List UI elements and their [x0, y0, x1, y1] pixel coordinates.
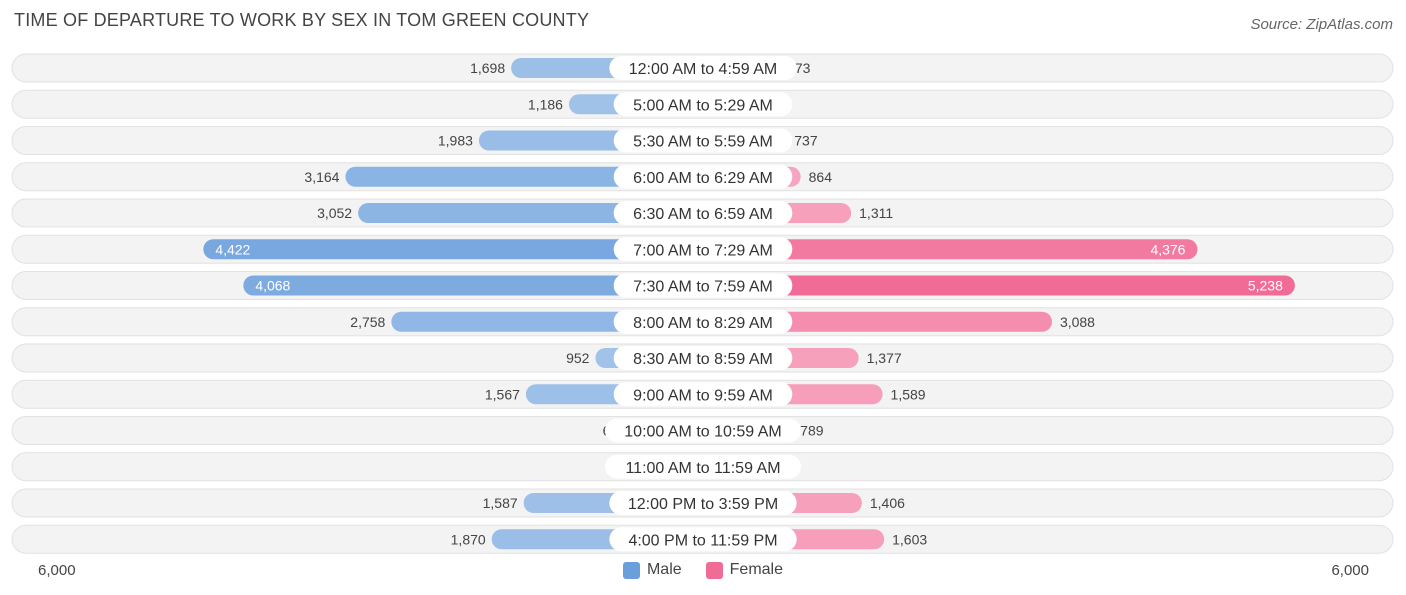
- category-pill: [613, 237, 793, 262]
- category-label: 8:30 AM to 8:59 AM: [633, 351, 773, 368]
- category-label: 8:00 AM to 8:29 AM: [633, 315, 773, 332]
- legend-swatch-male: [622, 561, 640, 579]
- value-label-male: 2,758: [350, 314, 385, 330]
- value-label-female: 789: [800, 423, 824, 439]
- category-pill: [613, 128, 793, 153]
- category-label: 10:00 AM to 10:59 AM: [624, 424, 781, 441]
- chart-row: 3,164 864 6:00 AM to 6:29 AM: [11, 162, 1394, 192]
- legend-label-male: Male: [646, 561, 682, 578]
- chart-row: 2,758 3,088 8:00 AM to 8:29 AM: [11, 307, 1394, 337]
- category-label: 12:00 PM to 3:59 PM: [628, 496, 778, 513]
- bar-male: [345, 166, 703, 187]
- category-label: 6:00 AM to 6:29 AM: [633, 170, 773, 187]
- axis-label-left: 6,000: [38, 562, 76, 579]
- chart-row: 1,567 1,589 9:00 AM to 9:59 AM: [11, 379, 1394, 409]
- axis-label-right: 6,000: [1331, 562, 1369, 579]
- category-pill: [613, 382, 793, 407]
- chart-title: TIME OF DEPARTURE TO WORK BY SEX IN TOM …: [14, 10, 590, 30]
- legend-label-female: Female: [729, 561, 784, 578]
- chart-row: 3,052 1,311 6:30 AM to 6:59 AM: [11, 198, 1394, 228]
- chart-row: 52036111:00 AM to 11:59 AM: [11, 452, 1394, 482]
- value-label-female: 737: [794, 133, 818, 149]
- value-label-female: 1,311: [859, 205, 893, 221]
- value-label-male: 3,164: [304, 169, 339, 185]
- value-label-female: 1,589: [891, 386, 926, 402]
- category-pill: [613, 92, 793, 117]
- legend-swatch-female: [705, 561, 723, 579]
- chart-row: 4,422 4,376 7:00 AM to 7:29 AM: [11, 234, 1394, 264]
- category-label: 12:00 AM to 4:59 AM: [629, 61, 778, 78]
- category-pill: [613, 273, 793, 298]
- category-label: 6:30 AM to 6:59 AM: [633, 206, 773, 223]
- category-pill: [609, 56, 797, 80]
- category-pill: [613, 346, 793, 370]
- value-label-female: 1,406: [870, 495, 905, 511]
- category-pill: [613, 309, 793, 334]
- value-label-male: 4,068: [255, 278, 290, 294]
- chart-row: 62978910:00 AM to 10:59 AM: [11, 416, 1394, 445]
- category-label: 4:00 PM to 11:59 PM: [628, 532, 777, 549]
- legend-item-male[interactable]: Male: [622, 561, 682, 579]
- value-label-female: 1,377: [867, 350, 902, 366]
- category-label: 11:00 AM to 11:59 AM: [625, 460, 780, 477]
- value-label-female: 1,603: [892, 531, 927, 547]
- value-label-male: 952: [566, 350, 590, 366]
- category-pill: [609, 491, 797, 515]
- chart-row: 952 1,377 8:30 AM to 8:59 AM: [11, 343, 1394, 373]
- value-label-male: 1,983: [438, 133, 473, 149]
- bar-male: [243, 275, 704, 296]
- category-pill: [609, 527, 797, 552]
- value-label-female: 5,238: [1248, 278, 1283, 294]
- value-label-female: 3,088: [1060, 314, 1095, 330]
- source-credit: Source: ZipAtlas.com: [1250, 16, 1393, 33]
- chart-row: 1,870 1,603 4:00 PM to 11:59 PM: [11, 524, 1394, 554]
- category-pill: [613, 201, 793, 225]
- value-label-male: 1,698: [470, 60, 505, 76]
- bar-female: [703, 275, 1295, 296]
- value-label-male: 1,587: [483, 495, 518, 511]
- chart-row: 4,068 5,238 7:30 AM to 7:59 AM: [11, 271, 1394, 300]
- chart-row: 1,1864835:00 AM to 5:29 AM: [11, 89, 1394, 119]
- category-label: 7:30 AM to 7:59 AM: [633, 279, 773, 296]
- legend-item-female[interactable]: Female: [705, 561, 784, 579]
- category-label: 9:00 AM to 9:59 AM: [633, 387, 773, 404]
- category-pill: [613, 164, 793, 189]
- value-label-male: 3,052: [317, 205, 352, 221]
- value-label-male: 1,870: [451, 531, 486, 547]
- category-label: 5:30 AM to 5:59 AM: [633, 134, 773, 151]
- legend: Male Female: [0, 561, 1406, 579]
- value-label-male: 1,186: [528, 96, 563, 112]
- value-label-male: 1,567: [485, 386, 520, 402]
- value-label-female: 4,376: [1150, 241, 1185, 257]
- category-label: 5:00 AM to 5:29 AM: [633, 97, 773, 114]
- category-label: 7:00 AM to 7:29 AM: [633, 242, 773, 259]
- category-pill: [605, 418, 801, 443]
- category-pill: [605, 454, 801, 479]
- chart-row: 1,587 1,406 12:00 PM to 3:59 PM: [11, 488, 1394, 518]
- value-label-female: 864: [809, 169, 833, 185]
- value-label-male: 4,422: [215, 241, 250, 257]
- bar-male: [203, 239, 703, 260]
- bar-female: [703, 239, 1198, 260]
- chart-row: 1,983 737 5:30 AM to 5:59 AM: [11, 126, 1394, 155]
